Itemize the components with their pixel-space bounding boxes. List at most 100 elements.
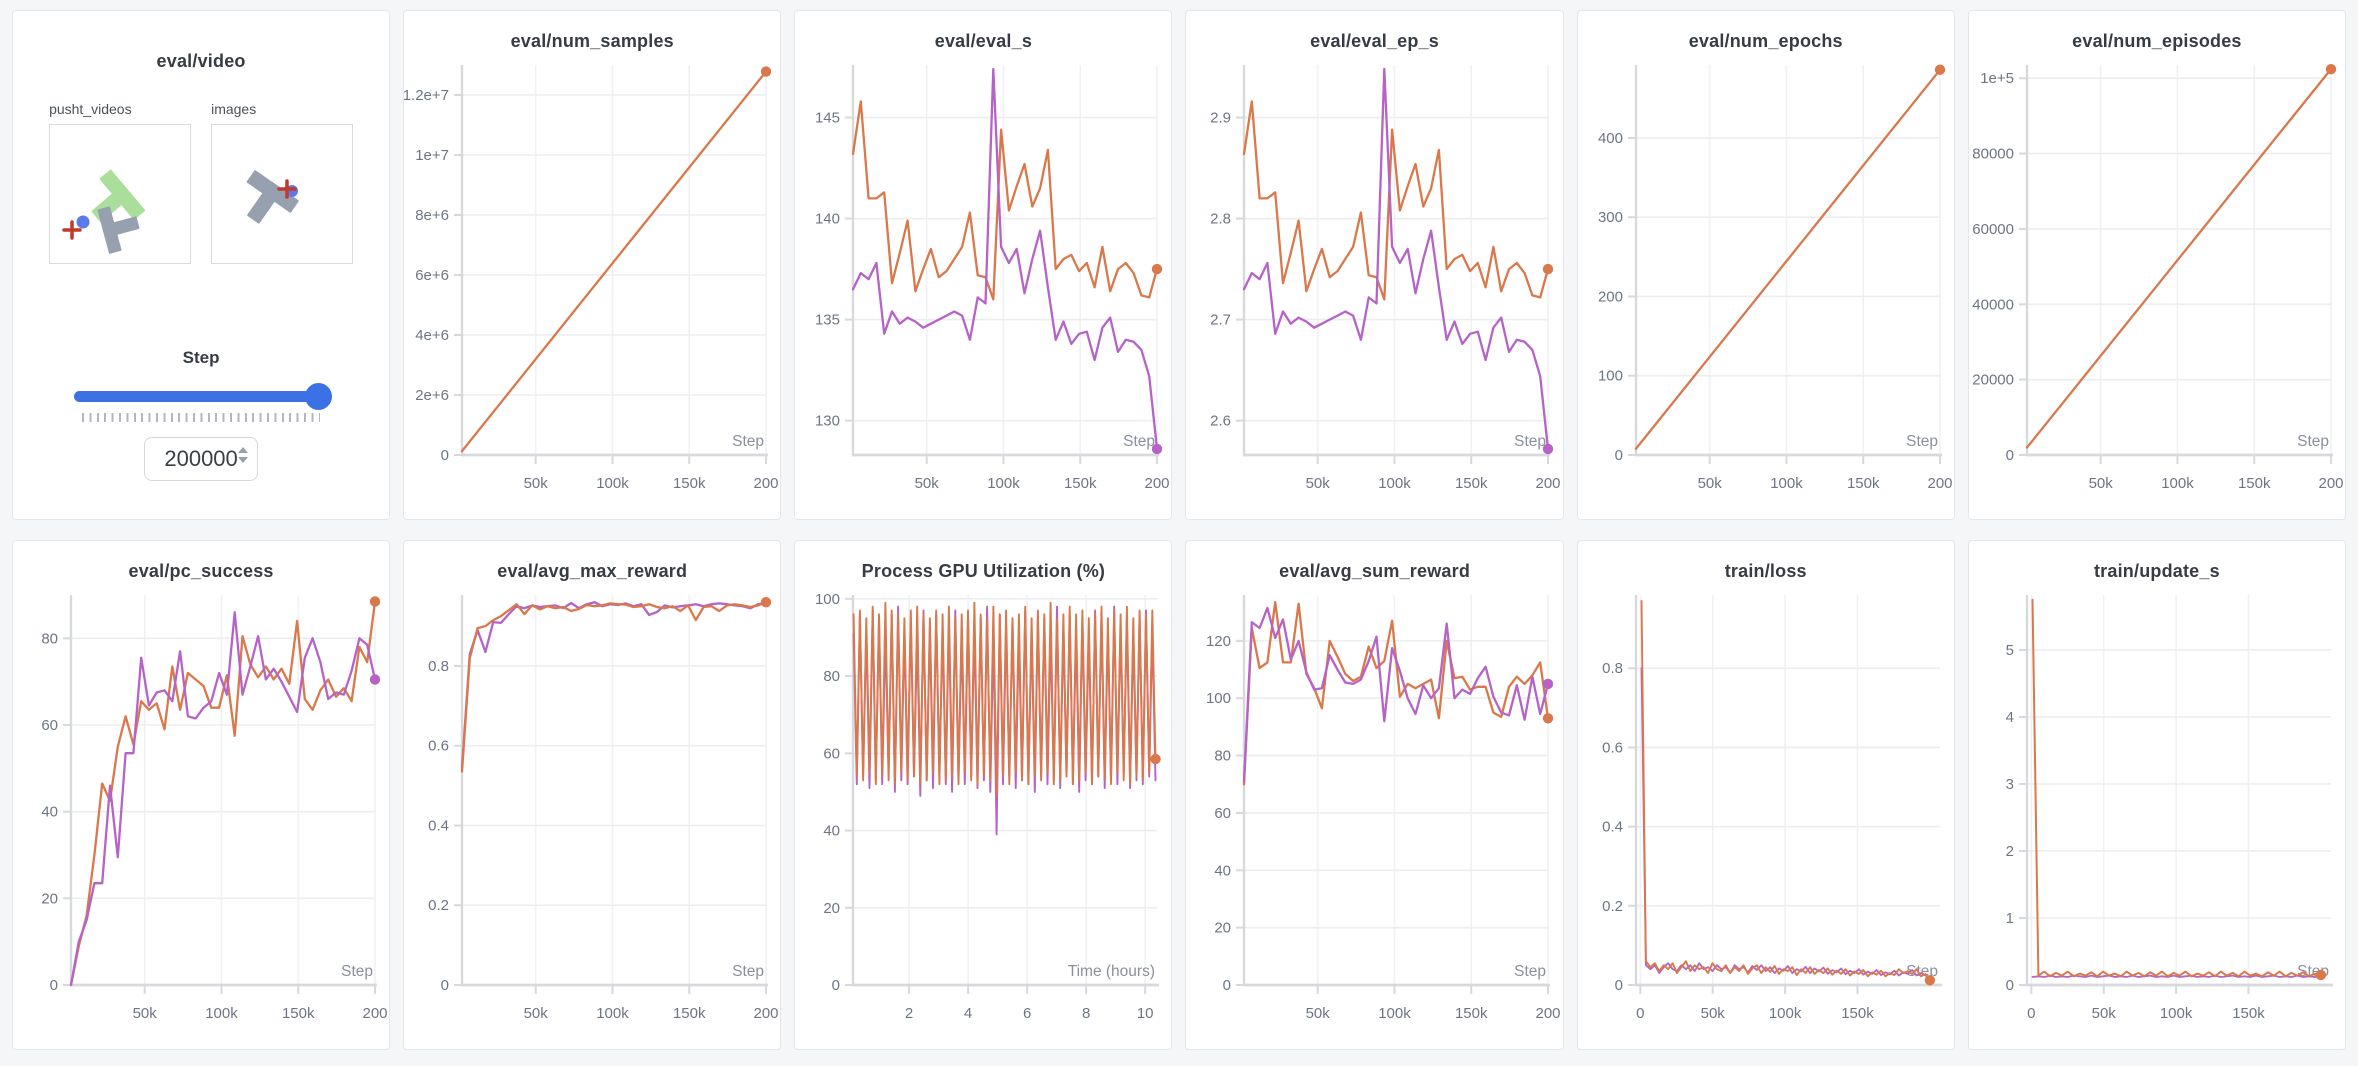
image-thumbnail[interactable] — [211, 124, 354, 264]
svg-text:40000: 40000 — [1972, 296, 2014, 313]
chart-title: Process GPU Utilization (%) — [861, 561, 1106, 581]
chart-plot[interactable]: 0 100 200 300 400 50k 100k 150k 200 Step — [1578, 59, 1954, 512]
svg-text:Step: Step — [1515, 433, 1547, 450]
svg-text:Step: Step — [1906, 433, 1938, 450]
chart-plot[interactable]: 130 135 140 145 50k 100k 150k 200 Step — [795, 59, 1171, 512]
svg-text:0: 0 — [441, 977, 449, 994]
svg-text:200: 200 — [1145, 475, 1170, 492]
step-slider-thumb[interactable] — [305, 383, 333, 410]
number-spinner[interactable] — [238, 447, 249, 463]
chart-title: eval/num_samples — [510, 31, 674, 51]
svg-text:200: 200 — [1598, 288, 1623, 305]
chart-plot[interactable]: 2.6 2.7 2.8 2.9 50k 100k 150k 200 Step — [1186, 59, 1562, 512]
spinner-down-icon[interactable] — [238, 457, 249, 463]
spinner-up-icon[interactable] — [238, 447, 249, 453]
svg-text:5: 5 — [2005, 642, 2013, 659]
step-slider-ticks — [82, 413, 321, 422]
chart-plot[interactable]: 0 20 40 60 80 50k 100k 150k 200 Step — [13, 589, 389, 1042]
step-value[interactable]: 200000 — [164, 446, 238, 471]
svg-text:140: 140 — [815, 211, 840, 228]
svg-text:150k: 150k — [1841, 1005, 1874, 1022]
svg-text:0.4: 0.4 — [1602, 819, 1623, 836]
svg-text:1e+7: 1e+7 — [415, 147, 449, 164]
svg-text:2: 2 — [2005, 843, 2013, 860]
svg-text:0.2: 0.2 — [1602, 898, 1623, 915]
target-cross-icon — [277, 179, 297, 199]
svg-text:0: 0 — [1223, 977, 1231, 994]
svg-text:8: 8 — [1082, 1005, 1090, 1022]
gray-t-block — [246, 170, 299, 224]
svg-text:150k: 150k — [2238, 475, 2271, 492]
step-slider-label: Step — [182, 348, 220, 367]
svg-text:100k: 100k — [596, 475, 629, 492]
svg-text:50k: 50k — [2091, 1005, 2116, 1022]
step-slider-track[interactable] — [74, 391, 329, 402]
svg-text:4: 4 — [2005, 709, 2013, 726]
svg-text:2.7: 2.7 — [1211, 312, 1232, 329]
media-label: pusht_videos — [49, 101, 132, 117]
chart-title: train/update_s — [2093, 561, 2220, 581]
svg-text:100k: 100k — [988, 475, 1021, 492]
svg-text:0: 0 — [2005, 977, 2013, 994]
svg-text:40: 40 — [41, 804, 58, 821]
panel-train-loss: train/loss 0 0.2 0.4 0.6 0.8 0 50k 100k 150k Step — [1576, 540, 1955, 1050]
svg-text:20: 20 — [41, 890, 58, 907]
svg-text:20: 20 — [824, 900, 841, 917]
svg-text:0: 0 — [1636, 1005, 1644, 1022]
svg-text:Step: Step — [2297, 433, 2329, 450]
panel-eval-eval-ep-s: eval/eval_ep_s 2.6 2.7 2.8 2.9 50k 100k 150k 20… — [1185, 10, 1564, 520]
chart-plot[interactable]: 0 20 40 60 80 100 120 50k 100k 150k 200 Step — [1186, 589, 1562, 1042]
svg-text:50k: 50k — [1306, 1005, 1331, 1022]
svg-text:150k: 150k — [673, 1005, 706, 1022]
media-label: images — [211, 101, 257, 117]
svg-text:Step: Step — [1123, 433, 1155, 450]
chart-plot[interactable]: 0 0.2 0.4 0.6 0.8 50k 100k 150k 200 Step — [404, 589, 780, 1042]
chart-plot[interactable]: 0 20 40 60 80 100 2 4 6 8 10 Time (hours) — [795, 589, 1171, 1042]
chart-plot[interactable]: 0 0.2 0.4 0.6 0.8 0 50k 100k 150k Step — [1578, 589, 1954, 1042]
chart-plot[interactable]: 0 1 2 3 4 5 0 50k 100k 150k Step — [1969, 589, 2345, 1042]
svg-text:100: 100 — [815, 591, 840, 608]
svg-text:0.6: 0.6 — [428, 738, 449, 755]
svg-text:Step: Step — [732, 963, 764, 980]
svg-text:130: 130 — [815, 413, 840, 430]
panel-title: eval/video — [156, 51, 246, 71]
svg-text:150k: 150k — [1064, 475, 1097, 492]
svg-text:100k: 100k — [596, 1005, 629, 1022]
svg-text:8e+6: 8e+6 — [415, 207, 449, 224]
svg-text:100k: 100k — [1770, 475, 1803, 492]
svg-text:400: 400 — [1598, 130, 1623, 147]
chart-plot[interactable]: 0 20000 40000 60000 80000 1e+5 50k 100k 150k 200 S… — [1969, 59, 2345, 512]
svg-text:1: 1 — [2005, 910, 2013, 927]
agent-dot — [76, 215, 90, 229]
svg-text:100k: 100k — [2161, 475, 2194, 492]
svg-text:60: 60 — [1215, 805, 1232, 822]
svg-text:60000: 60000 — [1972, 221, 2014, 238]
svg-text:2.9: 2.9 — [1211, 110, 1232, 127]
media-row: pusht_videos — [13, 101, 389, 264]
panel-eval-pc-success: eval/pc_success 0 20 40 60 80 50k 100k 150k 200 S… — [12, 540, 391, 1050]
svg-text:200: 200 — [362, 1005, 387, 1022]
step-slider[interactable] — [74, 383, 333, 410]
chart-plot[interactable]: 0 2e+6 4e+6 6e+6 8e+6 1e+7 1.2e+7 50k 100k 150k 20… — [404, 59, 780, 512]
svg-text:60: 60 — [41, 717, 58, 734]
svg-text:0.8: 0.8 — [1602, 660, 1623, 677]
svg-text:0.8: 0.8 — [428, 658, 449, 675]
svg-text:4e+6: 4e+6 — [415, 327, 449, 344]
svg-text:2: 2 — [905, 1005, 913, 1022]
target-cross-icon — [62, 220, 82, 240]
svg-text:2.6: 2.6 — [1211, 413, 1232, 430]
svg-text:150k: 150k — [1455, 1005, 1488, 1022]
chart-title: eval/eval_ep_s — [1310, 31, 1440, 51]
svg-text:150k: 150k — [673, 475, 706, 492]
step-value-input[interactable]: 200000 — [144, 437, 259, 481]
panel-eval-avg-sum-reward: eval/avg_sum_reward 0 20 40 60 80 100 120 50k 10… — [1185, 540, 1564, 1050]
svg-text:20: 20 — [1215, 920, 1232, 937]
video-thumbnail-pusht[interactable] — [49, 124, 192, 264]
panel-train-update-s: train/update_s 0 1 2 3 4 5 0 50k 100k 150k Step — [1967, 540, 2346, 1050]
panel-eval-num-samples: eval/num_samples 0 2e+6 4e+6 6e+6 8e+6 1e+7 1.… — [403, 10, 782, 520]
svg-text:0.6: 0.6 — [1602, 739, 1623, 756]
chart-title: eval/avg_sum_reward — [1279, 561, 1471, 581]
svg-text:6: 6 — [1023, 1005, 1031, 1022]
svg-text:150k: 150k — [1847, 475, 1880, 492]
